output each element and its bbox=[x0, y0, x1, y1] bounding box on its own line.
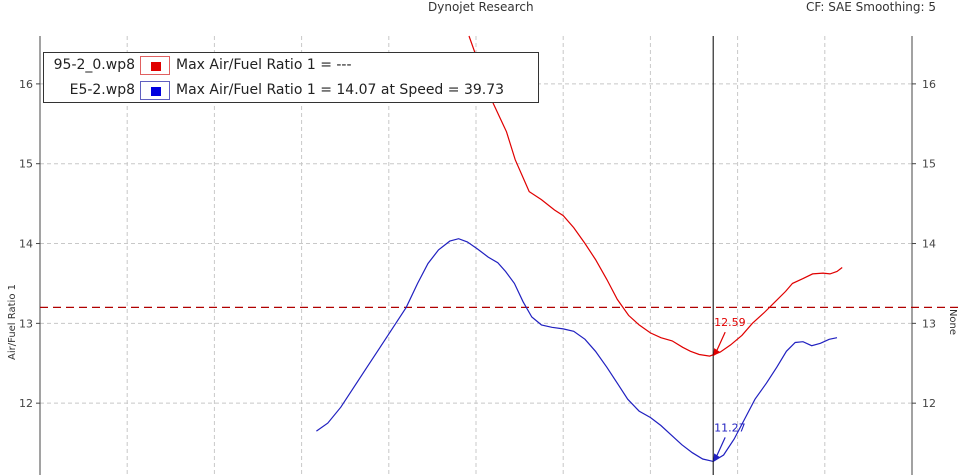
legend-swatch-blue[interactable] bbox=[140, 81, 170, 100]
legend-file-name: 95-2_0.wp8 bbox=[53, 57, 135, 73]
annotation-arrow-head bbox=[713, 453, 721, 462]
series-lines bbox=[316, 35, 843, 463]
annotations: 12.59 11.27 bbox=[713, 316, 746, 462]
y-tick-label-right: 15 bbox=[922, 158, 936, 171]
header-bar: Dynojet Research CF: SAE Smoothing: 5 bbox=[0, 0, 960, 18]
legend: 95-2_0.wp8 Max Air/Fuel Ratio 1 = --- E5… bbox=[43, 52, 539, 103]
y-axis-label: Air/Fuel Ratio 1 bbox=[7, 284, 18, 360]
square-icon bbox=[151, 87, 161, 96]
legend-row[interactable]: 95-2_0.wp8 Max Air/Fuel Ratio 1 = --- bbox=[44, 54, 538, 78]
y-tick-label-left: 14 bbox=[19, 238, 33, 251]
y-tick-label-right: 16 bbox=[922, 78, 936, 91]
correction-factor-info: CF: SAE Smoothing: 5 bbox=[806, 0, 937, 14]
data-label: 12.59 bbox=[714, 316, 746, 329]
y-tick-label-left: 15 bbox=[19, 158, 33, 171]
series-line bbox=[468, 35, 843, 357]
app-title: Dynojet Research bbox=[428, 0, 534, 14]
series-line bbox=[316, 238, 838, 463]
square-icon bbox=[151, 62, 161, 71]
y-tick-label-left: 13 bbox=[19, 317, 33, 330]
legend-row[interactable]: E5-2.wp8 Max Air/Fuel Ratio 1 = 14.07 at… bbox=[44, 79, 538, 103]
y-tick-label-right: 12 bbox=[922, 397, 936, 410]
y-tick-label-left: 12 bbox=[19, 397, 33, 410]
axes: 12 12 13 13 14 14 15 15 16 16 bbox=[19, 36, 936, 475]
legend-file-name: E5-2.wp8 bbox=[69, 82, 135, 98]
data-label: 11.27 bbox=[714, 421, 746, 434]
legend-swatch-red[interactable] bbox=[140, 56, 170, 75]
y-tick-label-right: 14 bbox=[922, 238, 936, 251]
legend-value-text: Max Air/Fuel Ratio 1 = 14.07 at Speed = … bbox=[176, 82, 505, 98]
y-axis-label-right: None bbox=[947, 309, 958, 335]
y-tick-label-right: 13 bbox=[922, 317, 936, 330]
legend-value-text: Max Air/Fuel Ratio 1 = --- bbox=[176, 57, 352, 73]
annotation-arrow-head bbox=[713, 348, 721, 357]
y-tick-label-left: 16 bbox=[19, 78, 33, 91]
